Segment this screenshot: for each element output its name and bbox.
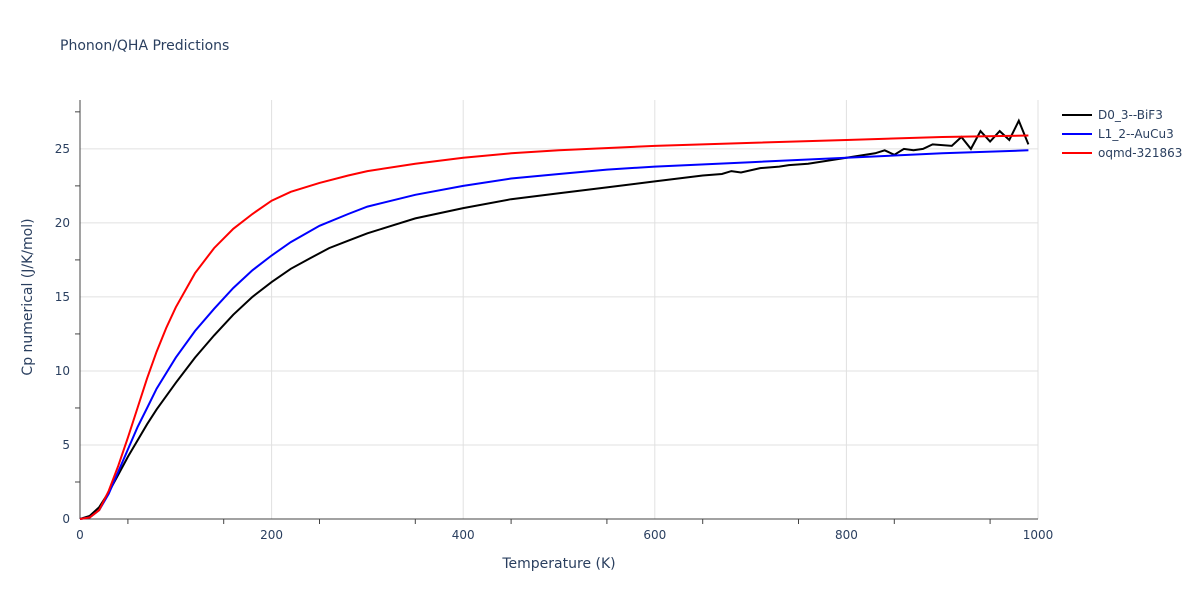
x-tick-label: 800 <box>835 528 858 542</box>
series-line-L1_2--AuCu3 <box>79 149 1029 520</box>
y-tick-label: 15 <box>55 290 70 304</box>
legend-item-label: D0_3--BiF3 <box>1098 108 1163 122</box>
x-tick-label: 200 <box>260 528 283 542</box>
y-tick-label: 0 <box>62 512 70 526</box>
x-axis-label: Temperature (K) <box>501 556 615 572</box>
grid <box>75 100 1039 524</box>
y-tick-label: 5 <box>62 438 70 452</box>
legend: D0_3--BiF3 L1_2--AuCu3 oqmd-321863 <box>1062 108 1182 160</box>
x-tick-label: 0 <box>76 528 84 542</box>
x-tick-label: 400 <box>452 528 475 542</box>
chart-title: Phonon/QHA Predictions <box>60 38 229 54</box>
y-tick-label: 25 <box>55 142 70 156</box>
series-line-oqmd-321863 <box>79 134 1029 520</box>
series-lines <box>79 118 1030 520</box>
legend-item-label: oqmd-321863 <box>1098 146 1182 160</box>
x-tick-label: 1000 <box>1023 528 1054 542</box>
y-axis-label: Cp numerical (J/K/mol) <box>20 218 36 375</box>
x-tick-label: 600 <box>643 528 666 542</box>
y-tick-label: 20 <box>55 216 70 230</box>
legend-item-label: L1_2--AuCu3 <box>1098 127 1174 141</box>
y-tick-label: 10 <box>55 364 70 378</box>
tick-labels: 0 200 400 600 800 1000 0 5 10 15 20 25 <box>55 142 1054 542</box>
series-line-D0_3--BiF3 <box>79 118 1030 520</box>
